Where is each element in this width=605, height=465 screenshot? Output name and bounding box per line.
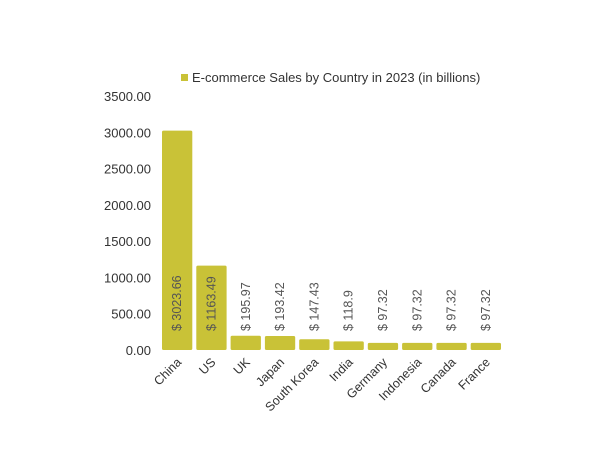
data-label: $ 97.32	[445, 289, 459, 331]
y-tick-label: 3500.00	[104, 89, 151, 104]
data-label: $ 97.32	[410, 289, 424, 331]
data-label: $ 1163.49	[204, 276, 218, 331]
bars	[162, 130, 501, 350]
data-label: $ 195.97	[239, 282, 253, 331]
x-tick-label: US	[196, 355, 218, 377]
bar	[196, 265, 227, 350]
x-tick-label: UK	[231, 355, 254, 378]
data-label: $ 147.43	[307, 282, 321, 331]
data-label: $ 97.32	[479, 289, 493, 331]
legend-label: E-commerce Sales by Country in 2023 (in …	[192, 70, 480, 85]
chart-legend: E-commerce Sales by Country in 2023 (in …	[181, 70, 480, 85]
x-tick-label: China	[151, 355, 184, 388]
x-tick-label: India	[327, 355, 356, 384]
bar	[299, 339, 330, 350]
bar	[230, 335, 261, 350]
bar	[162, 130, 193, 350]
bar	[470, 342, 501, 350]
bar	[402, 342, 433, 350]
bar	[333, 341, 364, 350]
data-label: $ 118.9	[342, 290, 356, 331]
data-label: $ 3023.66	[170, 275, 184, 331]
y-tick-label: 2500.00	[104, 162, 151, 177]
y-tick-label: 2000.00	[104, 198, 151, 213]
data-labels: $ 3023.66 $ 1163.49 $ 195.97 $ 193.42 $ 147.…	[170, 275, 493, 331]
x-tick-label: France	[456, 355, 493, 392]
bar	[367, 342, 399, 350]
y-tick-label: 3000.00	[104, 125, 151, 140]
data-label: $ 193.42	[273, 282, 287, 331]
y-tick-label: 0.00	[126, 343, 151, 358]
data-label: $ 97.32	[376, 289, 390, 331]
y-tick-label: 1000.00	[104, 270, 151, 285]
bar	[264, 335, 296, 350]
y-tick-label: 500.00	[111, 307, 151, 322]
bar	[436, 342, 467, 350]
y-tick-label: 1500.00	[104, 234, 151, 249]
legend-swatch	[181, 74, 188, 81]
y-axis: 0.00 500.00 1000.00 1500.00 2000.00 2500.00 30…	[104, 89, 151, 358]
x-tick-label: Canada	[418, 355, 459, 396]
